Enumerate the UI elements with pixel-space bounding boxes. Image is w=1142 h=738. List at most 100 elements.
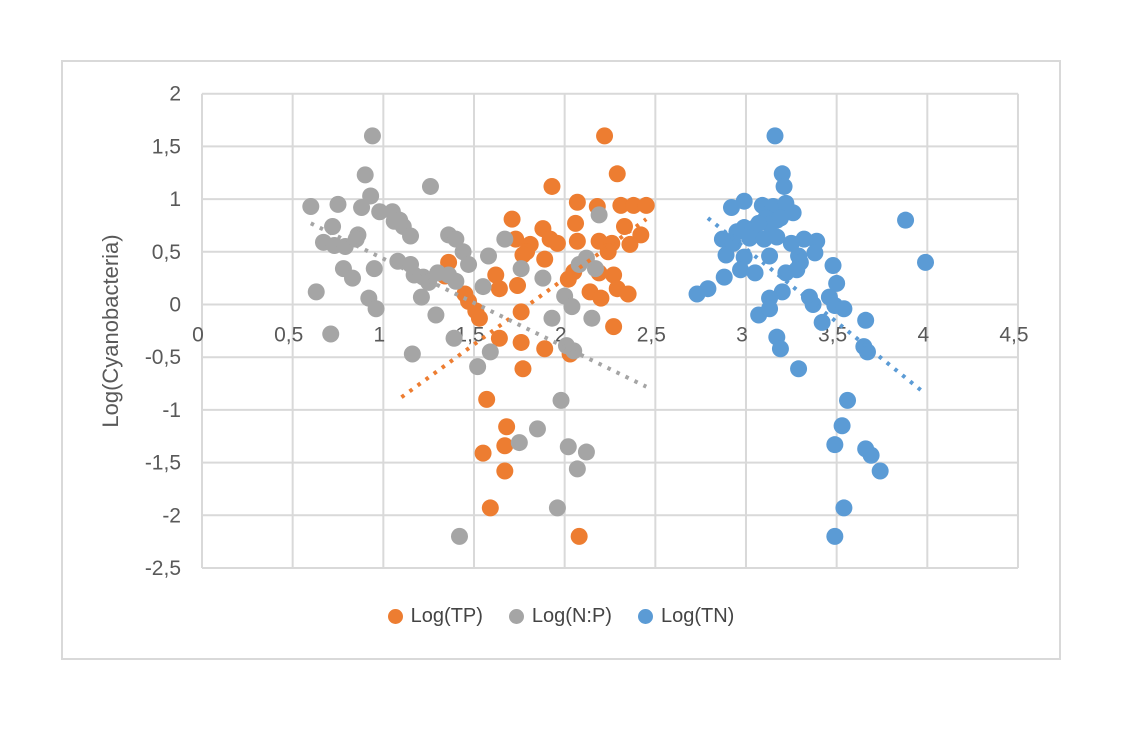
data-point-logtp xyxy=(567,214,585,232)
data-point-logtp xyxy=(543,177,561,195)
chart-card[interactable]: 2 1,5 1 0,5 0 -0,5 -1 -1,5 -2 -2,5 0 0,5 1 1,5 2 2,5 3 3,… xyxy=(61,60,1061,660)
legend-marker-icon xyxy=(387,609,403,624)
data-point-logtn xyxy=(824,257,842,275)
data-point-logtp xyxy=(612,196,630,214)
legend-marker-icon xyxy=(508,609,524,624)
data-point-logtp xyxy=(568,232,586,250)
data-point-logtp xyxy=(440,253,458,271)
y-tick-label: -2 xyxy=(162,504,181,527)
data-point-logtn xyxy=(771,340,789,358)
data-point-lognp xyxy=(577,443,595,461)
data-point-logtp xyxy=(637,196,655,214)
legend-item-lognp[interactable]: Log(N:P) xyxy=(508,605,612,628)
data-point-logtp xyxy=(619,285,637,303)
data-point-logtp xyxy=(498,418,516,436)
data-point-logtn xyxy=(857,311,875,329)
data-point-logtn xyxy=(775,177,793,195)
data-point-lognp xyxy=(496,230,514,248)
trendline-lognp xyxy=(309,221,648,389)
data-point-lognp xyxy=(412,288,430,306)
data-point-logtn xyxy=(833,417,851,435)
y-tick-label: 0,5 xyxy=(152,241,181,264)
x-tick-label: 2 xyxy=(555,324,567,347)
data-point-logtp xyxy=(512,303,530,321)
data-point-lognp xyxy=(302,197,320,215)
legend-label: Log(N:P) xyxy=(531,605,612,627)
data-point-logtn xyxy=(835,499,853,517)
trendline-logtp xyxy=(400,217,648,399)
data-point-logtn xyxy=(761,300,779,318)
data-point-logtp xyxy=(509,277,527,295)
data-point-logtn xyxy=(826,436,844,454)
data-point-logtn xyxy=(813,313,831,331)
data-point-lognp xyxy=(563,298,581,316)
data-point-logtp xyxy=(478,390,496,408)
data-point-logtp xyxy=(512,333,530,351)
data-point-logtp xyxy=(487,266,505,284)
data-point-logtp xyxy=(548,234,566,252)
data-point-logtn xyxy=(715,268,733,286)
data-point-lognp xyxy=(347,230,365,248)
data-point-lognp xyxy=(329,195,347,213)
data-point-lognp xyxy=(568,460,586,478)
data-point-logtn xyxy=(722,199,740,217)
data-point-logtn xyxy=(790,360,808,378)
data-point-logtn xyxy=(835,300,853,318)
legend-marker-icon xyxy=(637,609,653,624)
data-point-logtn xyxy=(917,253,935,271)
data-point-lognp xyxy=(307,283,325,301)
data-point-logtn xyxy=(862,446,880,464)
data-point-logtn xyxy=(804,296,822,313)
data-point-logtn xyxy=(788,261,806,279)
data-point-lognp xyxy=(322,325,340,343)
data-point-lognp xyxy=(583,309,601,327)
y-tick-label: 0 xyxy=(169,294,181,317)
x-tick-label: 1 xyxy=(373,324,385,347)
data-point-logtp xyxy=(481,499,499,517)
data-point-lognp xyxy=(450,527,468,545)
data-point-logtn xyxy=(773,165,791,183)
data-point-lognp xyxy=(590,206,608,224)
data-point-logtp xyxy=(514,246,532,264)
x-tick-label: 2,5 xyxy=(637,324,666,347)
y-tick-label: -1 xyxy=(162,399,181,422)
legend-item-logtp[interactable]: Log(TP) xyxy=(387,605,483,628)
data-point-logtp xyxy=(470,309,488,327)
data-point-logtp xyxy=(570,527,588,545)
data-point-logtn xyxy=(688,285,706,303)
x-tick-label: 4,5 xyxy=(999,324,1028,347)
data-point-lognp xyxy=(353,199,371,217)
data-point-lognp xyxy=(552,391,570,409)
data-point-logtn xyxy=(806,244,824,262)
data-point-logtn xyxy=(768,228,786,246)
data-point-logtn xyxy=(828,274,846,292)
data-point-lognp xyxy=(528,420,546,438)
data-point-lognp xyxy=(427,306,445,324)
data-point-logtn xyxy=(717,246,735,264)
legend-label: Log(TP) xyxy=(410,605,483,627)
data-point-lognp xyxy=(512,260,530,278)
data-point-logtp xyxy=(605,318,623,336)
legend-item-logtn[interactable]: Log(TN) xyxy=(637,605,734,628)
data-point-lognp xyxy=(371,203,389,221)
y-tick-label: 2 xyxy=(169,83,181,106)
data-point-logtp xyxy=(503,210,521,228)
x-tick-label: 0 xyxy=(192,324,204,347)
data-point-logtn xyxy=(761,247,779,265)
data-point-logtn xyxy=(826,527,844,545)
data-point-logtp xyxy=(605,266,623,284)
data-point-logtp xyxy=(536,250,554,268)
data-point-lognp xyxy=(365,260,383,278)
scatter-plot: 21,510,50-0,5-1-1,5-2-2,50 0,5 1 1,5 2 2,5 3 3,… xyxy=(98,83,1029,580)
data-point-logtn xyxy=(784,204,802,222)
data-point-lognp xyxy=(559,438,577,456)
data-point-logtp xyxy=(514,360,532,378)
y-tick-label: -2,5 xyxy=(145,557,181,580)
data-point-lognp xyxy=(447,230,465,248)
data-point-lognp xyxy=(586,260,604,278)
data-point-lognp xyxy=(474,278,492,296)
data-point-logtp xyxy=(536,340,554,358)
data-point-lognp xyxy=(421,177,439,195)
data-point-logtp xyxy=(621,235,639,253)
